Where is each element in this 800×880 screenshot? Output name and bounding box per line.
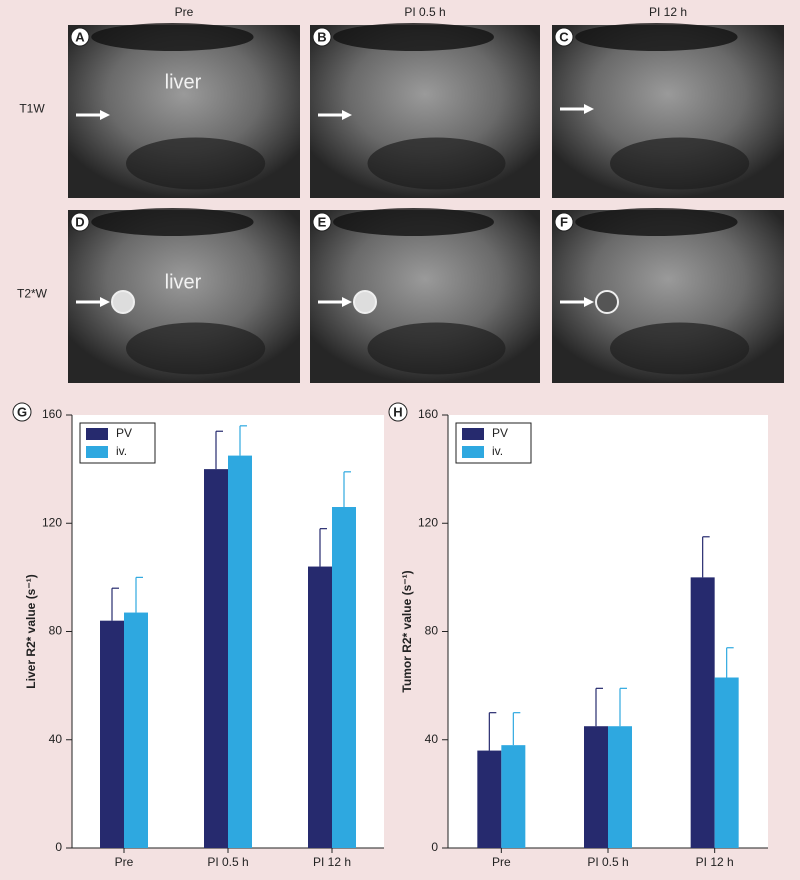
y-tick-label: 40 xyxy=(49,732,63,746)
x-tick-label: PI 12 h xyxy=(313,855,351,869)
panel-letter: H xyxy=(393,404,402,419)
legend-label: PV xyxy=(492,426,508,440)
annotation: liver xyxy=(165,271,202,293)
panel-badge xyxy=(12,402,32,422)
bar xyxy=(584,726,608,848)
mri-dark-region xyxy=(575,23,738,51)
bar xyxy=(124,612,148,848)
x-tick-label: PI 0.5 h xyxy=(207,855,248,869)
bar xyxy=(501,745,526,848)
arrow-head xyxy=(342,297,352,307)
bar xyxy=(228,455,252,848)
panel-badge xyxy=(554,27,574,47)
panel-badge xyxy=(312,212,332,232)
bar xyxy=(332,507,356,848)
mri-dark-region xyxy=(333,208,494,236)
mri-dark-region xyxy=(333,23,494,51)
column-label: Pre xyxy=(175,5,194,19)
x-tick-label: PI 0.5 h xyxy=(587,855,628,869)
legend-swatch xyxy=(462,428,484,440)
arrow-head xyxy=(100,297,110,307)
legend-swatch xyxy=(462,446,484,458)
mri-dark-region xyxy=(575,208,738,236)
x-tick-label: Pre xyxy=(115,855,134,869)
arrow-head xyxy=(342,110,352,120)
panel-badge xyxy=(388,402,408,422)
mri-dark-region xyxy=(91,208,254,236)
bar xyxy=(477,750,502,848)
y-tick-label: 80 xyxy=(49,624,63,638)
mri-dark-region xyxy=(610,322,750,375)
row-label: T1W xyxy=(19,102,45,116)
y-tick-label: 80 xyxy=(425,624,439,638)
mri-dark-region xyxy=(126,137,266,190)
mri-dark-region xyxy=(126,322,266,375)
bar xyxy=(204,469,228,848)
y-tick-label: 160 xyxy=(418,407,438,421)
panel-letter: A xyxy=(75,29,85,44)
y-axis-label: Liver R2* value (s⁻¹) xyxy=(24,574,38,688)
arrow-head xyxy=(584,104,594,114)
y-tick-label: 120 xyxy=(42,515,62,529)
panel-badge xyxy=(554,212,574,232)
legend-label: PV xyxy=(116,426,132,440)
arrow-head xyxy=(100,110,110,120)
annotation: liver xyxy=(165,71,202,93)
legend-swatch xyxy=(86,446,108,458)
tumor xyxy=(595,290,619,314)
bar xyxy=(714,677,739,848)
column-label: PI 0.5 h xyxy=(404,5,445,19)
tumor xyxy=(111,290,135,314)
column-label: PI 12 h xyxy=(649,5,687,19)
y-axis-label: Tumor R2* value (s⁻¹) xyxy=(400,570,414,692)
y-tick-label: 0 xyxy=(431,840,438,854)
panel-letter: G xyxy=(17,404,27,419)
mri-dark-region xyxy=(610,137,750,190)
bar xyxy=(690,577,715,848)
panel-badge xyxy=(312,27,332,47)
panel-letter: C xyxy=(559,29,569,44)
bar xyxy=(308,566,332,848)
legend-swatch xyxy=(86,428,108,440)
y-tick-label: 40 xyxy=(425,732,439,746)
panel-letter: B xyxy=(317,29,326,44)
arrow-head xyxy=(584,297,594,307)
tumor xyxy=(353,290,377,314)
x-tick-label: PI 12 h xyxy=(696,855,734,869)
panel-letter: D xyxy=(75,214,84,229)
x-tick-label: Pre xyxy=(492,855,511,869)
y-tick-label: 0 xyxy=(55,840,62,854)
y-tick-label: 120 xyxy=(418,515,438,529)
row-label: T2*W xyxy=(17,287,48,301)
panel-letter: E xyxy=(318,214,327,229)
panel-badge xyxy=(70,27,90,47)
y-tick-label: 160 xyxy=(42,407,62,421)
panel-badge xyxy=(70,212,90,232)
mri-dark-region xyxy=(367,137,506,190)
mri-dark-region xyxy=(367,322,506,375)
panel-letter: F xyxy=(560,214,568,229)
legend-label: iv. xyxy=(492,444,503,458)
bar xyxy=(100,620,124,848)
mri-dark-region xyxy=(91,23,254,51)
bar xyxy=(608,726,632,848)
legend-label: iv. xyxy=(116,444,127,458)
